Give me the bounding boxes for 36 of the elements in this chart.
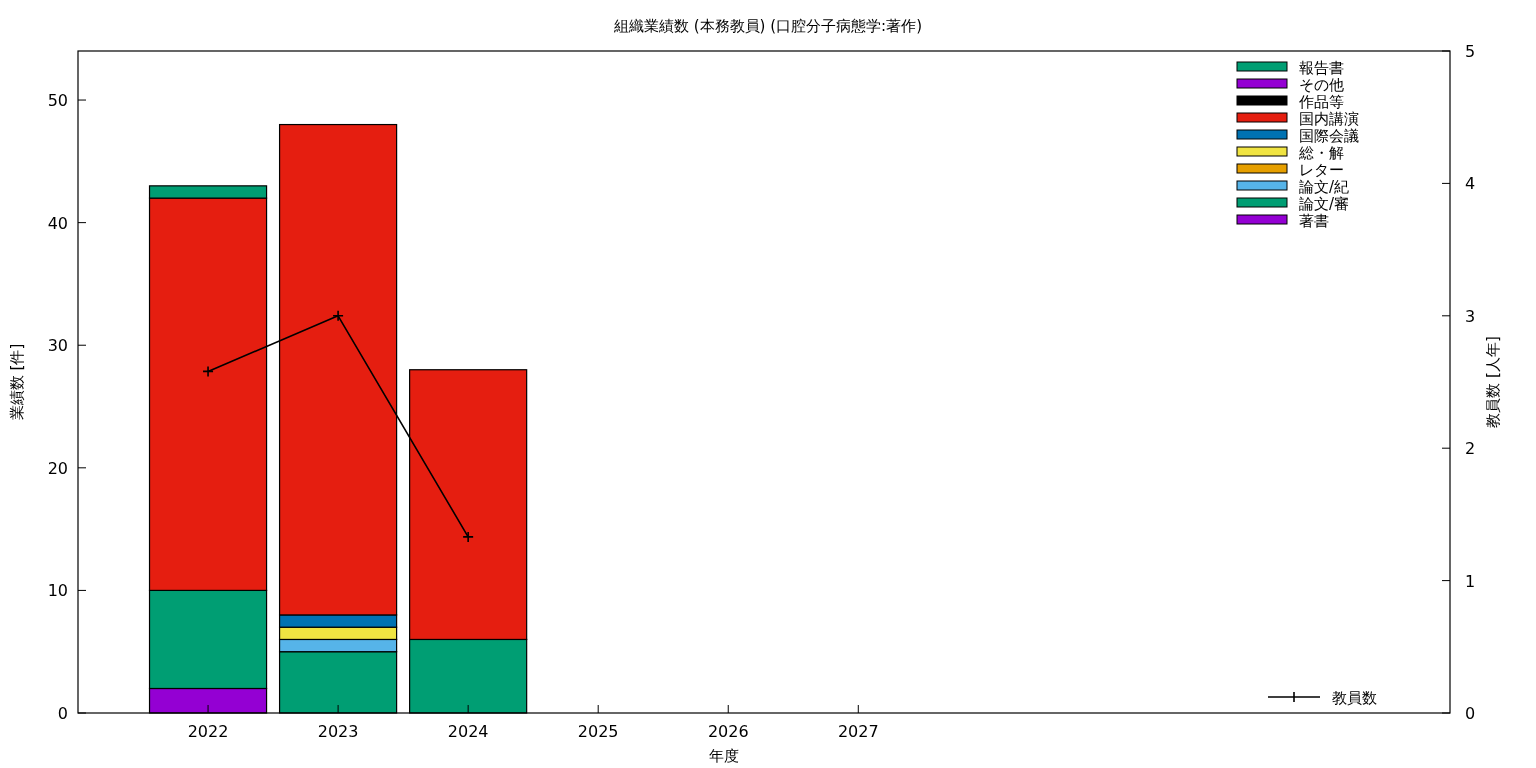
chart-title: 組織業績数 (本務教員) (口腔分子病態学:著作) — [613, 17, 922, 35]
y2-axis-title: 教員数 [人年] — [1484, 336, 1502, 428]
legend-label: 論文/審 — [1299, 195, 1350, 213]
point — [202, 365, 214, 378]
x-tick-label: 2023 — [317, 722, 359, 741]
legend-label: その他 — [1299, 76, 1344, 94]
x-tick-label: 2024 — [447, 722, 489, 741]
y2-tick-label: 5 — [1465, 42, 1476, 61]
x-axis-title: 年度 — [709, 747, 739, 765]
legend-label: 国際会議 — [1299, 127, 1359, 145]
y2-tick-label: 1 — [1465, 571, 1476, 591]
y-axis-title: 業績数 [件] — [8, 343, 26, 421]
legend-label: 論文/紀 — [1299, 178, 1350, 196]
x-tick-label: 2022 — [187, 722, 229, 741]
y2-tick-label: 4 — [1465, 174, 1476, 194]
legend-label: 作品等 — [1298, 93, 1344, 111]
y-tick-label: 30 — [47, 336, 68, 356]
legend-label: 総・解 — [1298, 144, 1344, 162]
legend-label: レター — [1299, 161, 1344, 179]
legend-label: 国内講演 — [1299, 110, 1359, 128]
point — [462, 531, 474, 543]
x-tick-label: 2025 — [577, 722, 619, 741]
y-tick-label: 40 — [47, 213, 68, 233]
legend-label: 報告書 — [1299, 59, 1344, 77]
x-tick-label: 2027 — [837, 722, 879, 741]
x-tick-label: 2026 — [707, 722, 749, 741]
y-tick-label: 0 — [57, 704, 68, 723]
y-tick-label: 10 — [47, 581, 68, 601]
y2-tick-label: 3 — [1465, 306, 1476, 326]
y2-tick-label: 2 — [1465, 439, 1476, 459]
y-tick-label: 20 — [47, 458, 68, 478]
y-tick-label: 50 — [47, 91, 68, 111]
y2-tick-label: 0 — [1465, 704, 1476, 723]
legend-label: 著書 — [1299, 212, 1329, 230]
point — [332, 310, 344, 322]
legend-label: 教員数 — [1332, 689, 1377, 707]
